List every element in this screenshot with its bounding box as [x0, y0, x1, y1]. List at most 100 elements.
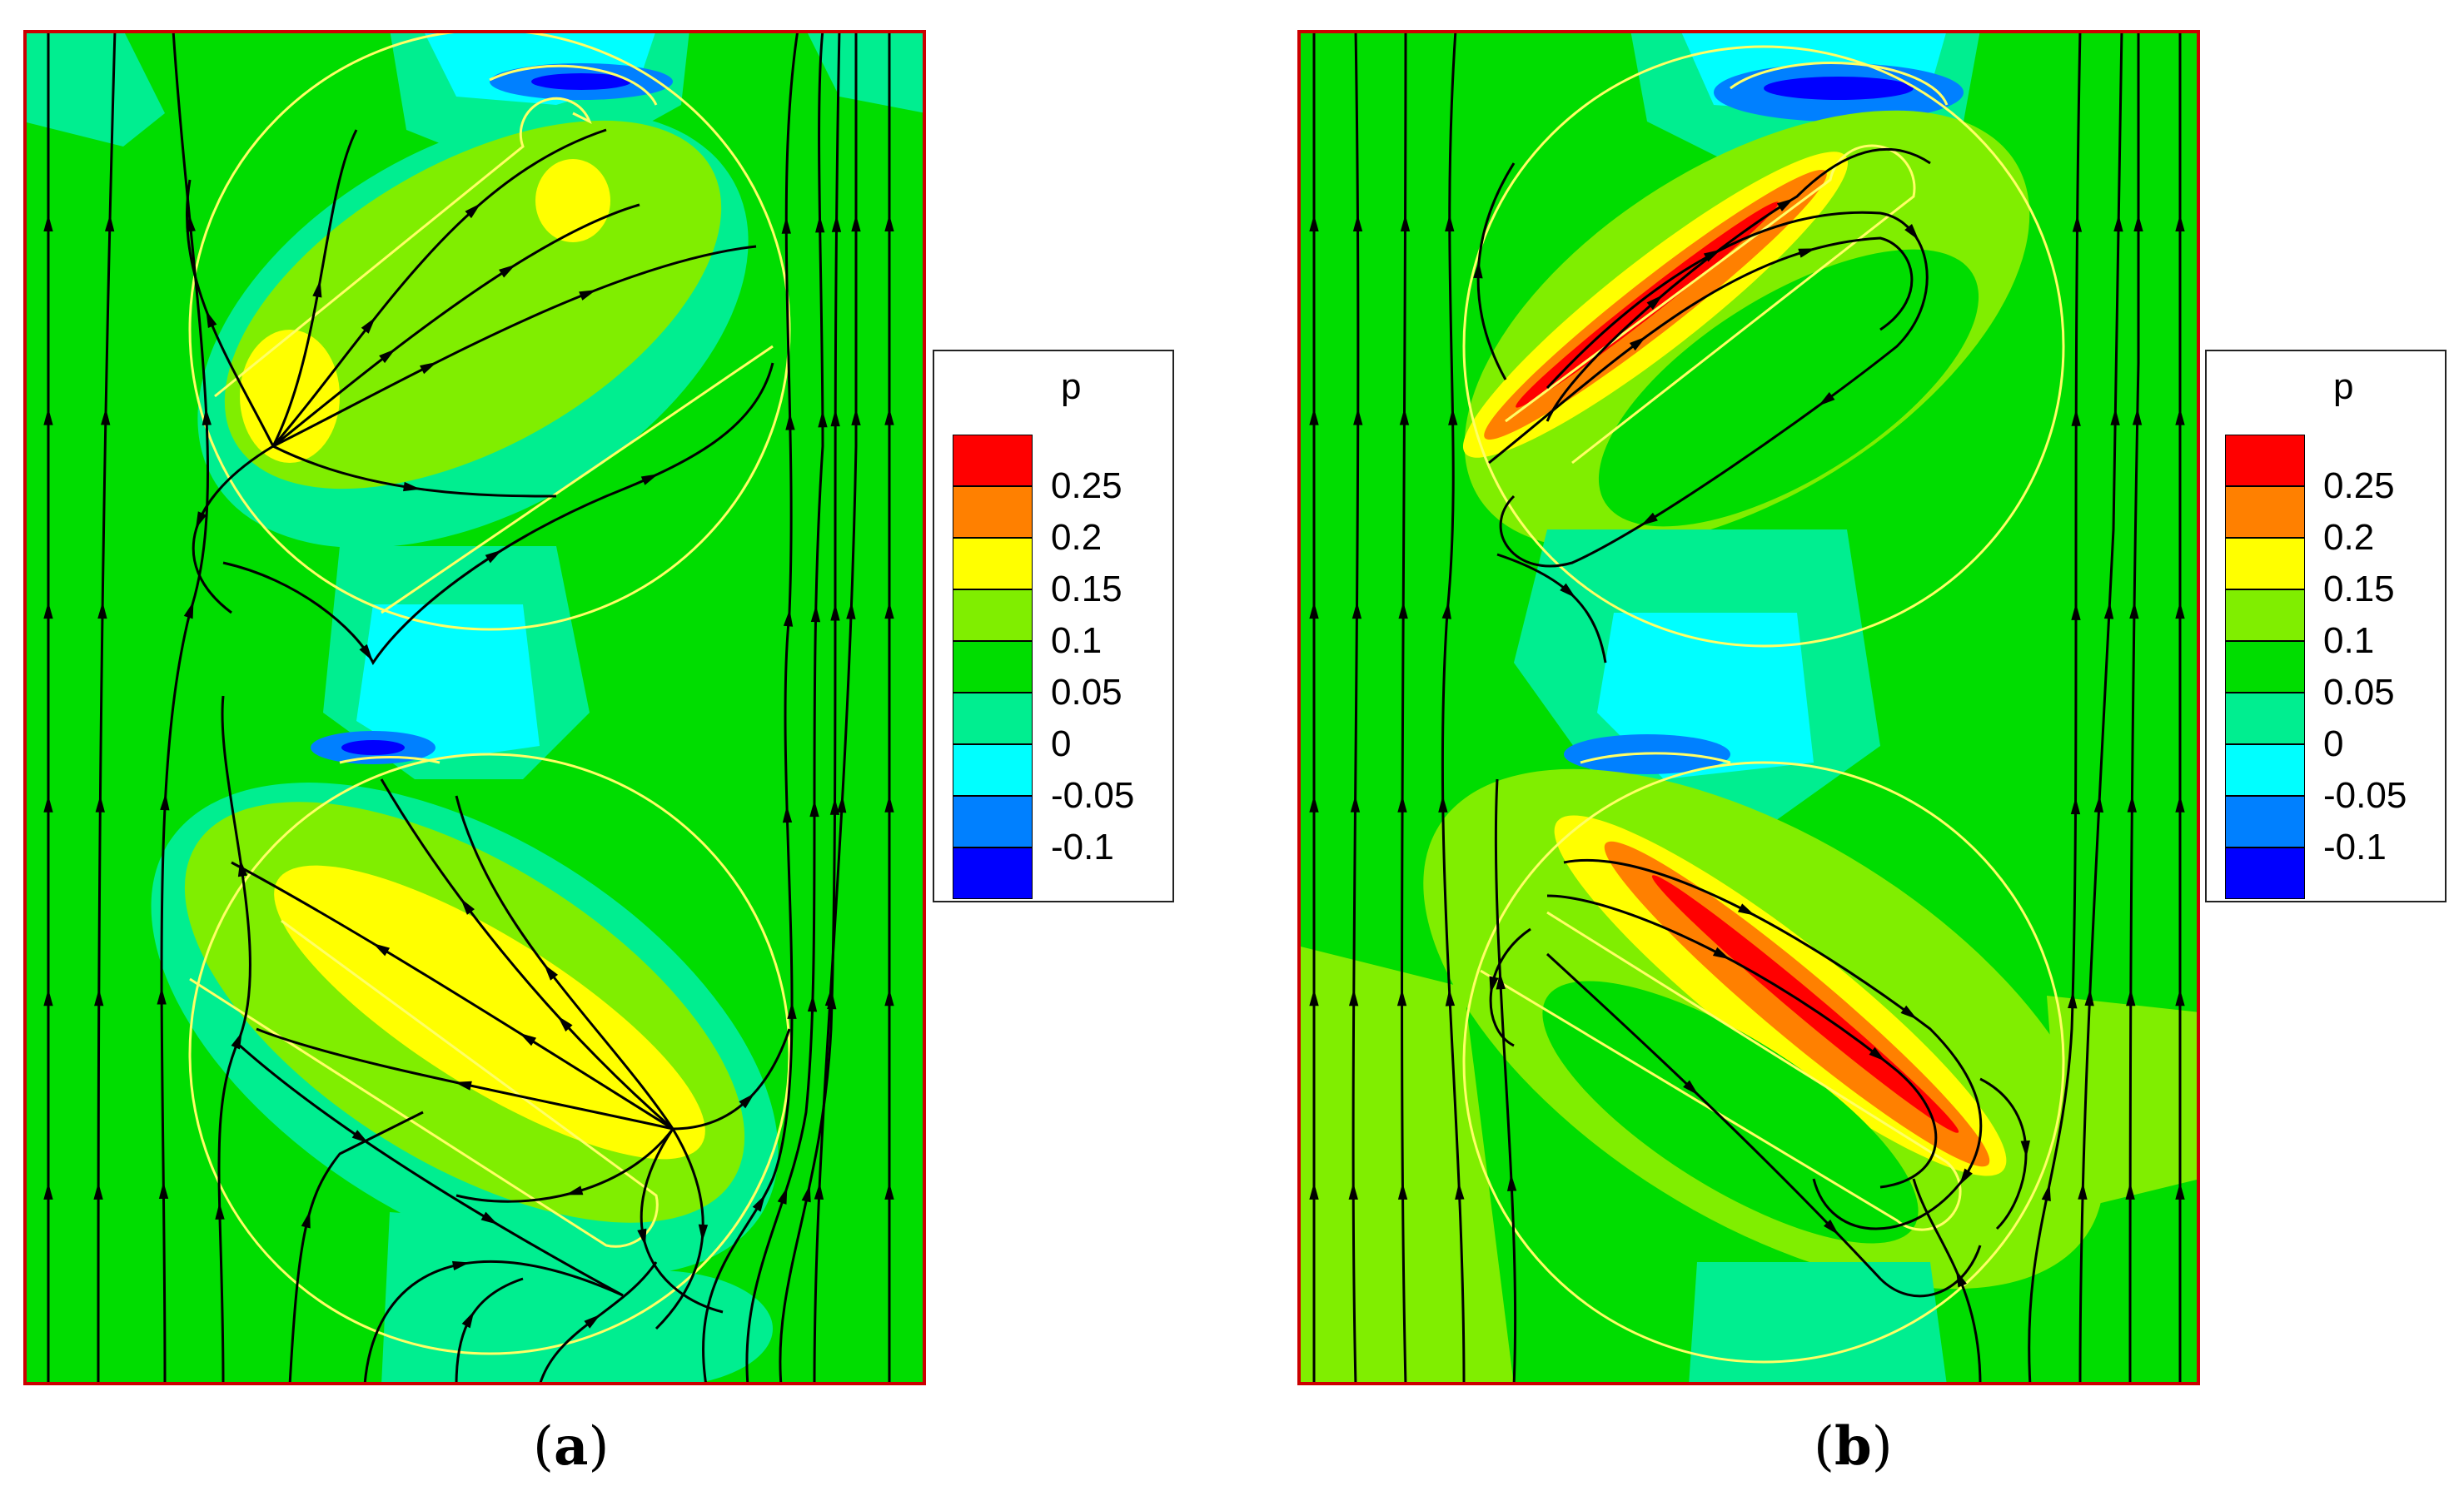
- streamline-arrowhead: [206, 310, 217, 328]
- contour-region: [23, 30, 165, 147]
- contour-region: [1297, 946, 1514, 1385]
- legend-label: 0.15: [1051, 569, 1122, 609]
- streamline-arrowhead: [640, 474, 659, 485]
- streamline-arrowhead: [1397, 1182, 1408, 1200]
- streamline-arrowhead: [810, 604, 821, 623]
- streamline-arrowhead: [1309, 601, 1319, 619]
- streamline-arrowhead: [1904, 224, 1919, 241]
- legend-title: p: [2333, 366, 2354, 407]
- legend-label: 0: [1051, 723, 1072, 764]
- streamline-arrowhead: [1309, 795, 1319, 813]
- streamline-arrowhead: [2103, 601, 2114, 619]
- streamline-arrowhead: [2093, 795, 2104, 813]
- contour-region: [2047, 996, 2200, 1212]
- streamline-arrowhead: [1955, 1270, 1967, 1288]
- legend-swatch: [953, 847, 1033, 899]
- streamline-arrowhead: [461, 1310, 475, 1329]
- streamline-arrowhead: [1397, 795, 1407, 813]
- streamline-arrowhead: [1818, 391, 1835, 406]
- streamline-arrowhead: [1309, 988, 1319, 1006]
- streamline-arrowhead: [93, 1182, 103, 1200]
- streamline-arrowhead: [1737, 903, 1755, 916]
- legend-swatch: [2225, 744, 2305, 796]
- streamline-arrowhead: [818, 410, 828, 428]
- streamline-arrowhead: [1351, 601, 1362, 619]
- streamline-arrowhead: [202, 408, 212, 425]
- streamline-arrowhead: [1445, 214, 1455, 232]
- streamline-arrowhead: [215, 1202, 225, 1220]
- contour-region: [1598, 249, 1979, 527]
- legend-row: [2225, 435, 2305, 486]
- streamline-arrowhead: [312, 280, 322, 298]
- streamline-arrowhead: [557, 1016, 573, 1032]
- streamline-arrowhead: [777, 1186, 788, 1205]
- streamline-arrowhead: [301, 1210, 311, 1229]
- streamline-arrowhead: [1309, 214, 1319, 231]
- legend-swatch: [953, 589, 1033, 641]
- streamline-arrowhead: [837, 795, 847, 813]
- legend-title: p: [1061, 366, 1082, 407]
- streamline-arrowhead: [1398, 601, 1408, 619]
- contour-region: [341, 740, 405, 755]
- panel-b: [1297, 30, 2200, 1385]
- streamline-arrowhead: [105, 214, 115, 232]
- streamline-arrowhead: [851, 408, 861, 425]
- streamline-arrowhead: [1776, 198, 1794, 211]
- streamline-arrowhead: [1496, 972, 1506, 990]
- plot-frame: [23, 30, 926, 1385]
- streamline-arrowhead: [1348, 1182, 1358, 1200]
- legend-row: [2225, 693, 2305, 744]
- streamline-arrowhead: [2175, 1182, 2185, 1200]
- legend-swatch: [2225, 641, 2305, 693]
- streamline-arrowhead: [884, 408, 894, 425]
- streamlines: [1312, 30, 2182, 1385]
- legend-label: 0.15: [2323, 569, 2395, 609]
- streamline-arrowhead: [94, 988, 104, 1006]
- streamline-arrowhead: [43, 214, 53, 231]
- legend-row: [2225, 486, 2305, 538]
- streamline-arrowhead: [1798, 248, 1816, 258]
- legend-swatch: [2225, 435, 2305, 486]
- streamline-arrowhead: [97, 601, 107, 619]
- streamline-arrowhead: [157, 987, 167, 1005]
- legend-swatch: [2225, 538, 2305, 589]
- legend-label: -0.1: [1051, 827, 1114, 867]
- streamline-arrowhead: [451, 1260, 470, 1271]
- streamline-arrowhead: [1489, 976, 1499, 994]
- streamline-arrowhead: [1309, 1182, 1319, 1200]
- contour-region: [274, 865, 705, 1160]
- streamline-arrowhead: [519, 1032, 537, 1046]
- contour-region: [1764, 77, 1914, 100]
- streamline-arrowhead: [101, 408, 111, 425]
- streamline-arrowhead: [420, 361, 437, 375]
- legend-label: 0.1: [1051, 620, 1103, 661]
- legend-swatch: [953, 486, 1033, 538]
- streamline-arrowhead: [1352, 214, 1363, 232]
- legend-swatch: [953, 538, 1033, 589]
- legend-label: 0.05: [2323, 672, 2395, 713]
- panel-caption-b: (b): [1814, 1415, 1893, 1478]
- contour-region: [381, 1212, 673, 1385]
- streamline-arrowhead: [2126, 988, 2136, 1006]
- streamline-arrowhead: [2113, 214, 2123, 232]
- streamline-arrowhead: [739, 1093, 755, 1109]
- streamline-arrowhead: [565, 1185, 584, 1195]
- legend-label: -0.05: [2323, 775, 2407, 816]
- streamline-arrowhead: [403, 481, 421, 492]
- streamline-arrowhead: [829, 798, 840, 815]
- streamline-arrowhead: [359, 644, 373, 661]
- legend-label: -0.1: [2323, 827, 2387, 867]
- legend-row: [953, 435, 1033, 486]
- streamline-arrowhead: [1353, 408, 1363, 425]
- legend-row: [953, 847, 1033, 899]
- legend-swatch: [953, 641, 1033, 693]
- streamline-arrowhead: [454, 1081, 472, 1091]
- streamline-arrowhead: [1712, 947, 1730, 960]
- streamline-arrowhead: [637, 1228, 647, 1246]
- streamline-arrowhead: [1445, 988, 1456, 1006]
- streamline-arrowhead: [460, 898, 475, 915]
- streamline-arrowhead: [752, 1195, 765, 1212]
- streamline-arrowhead: [1473, 261, 1483, 279]
- streamline-arrowhead: [785, 413, 795, 430]
- streamline-arrowhead: [884, 601, 894, 619]
